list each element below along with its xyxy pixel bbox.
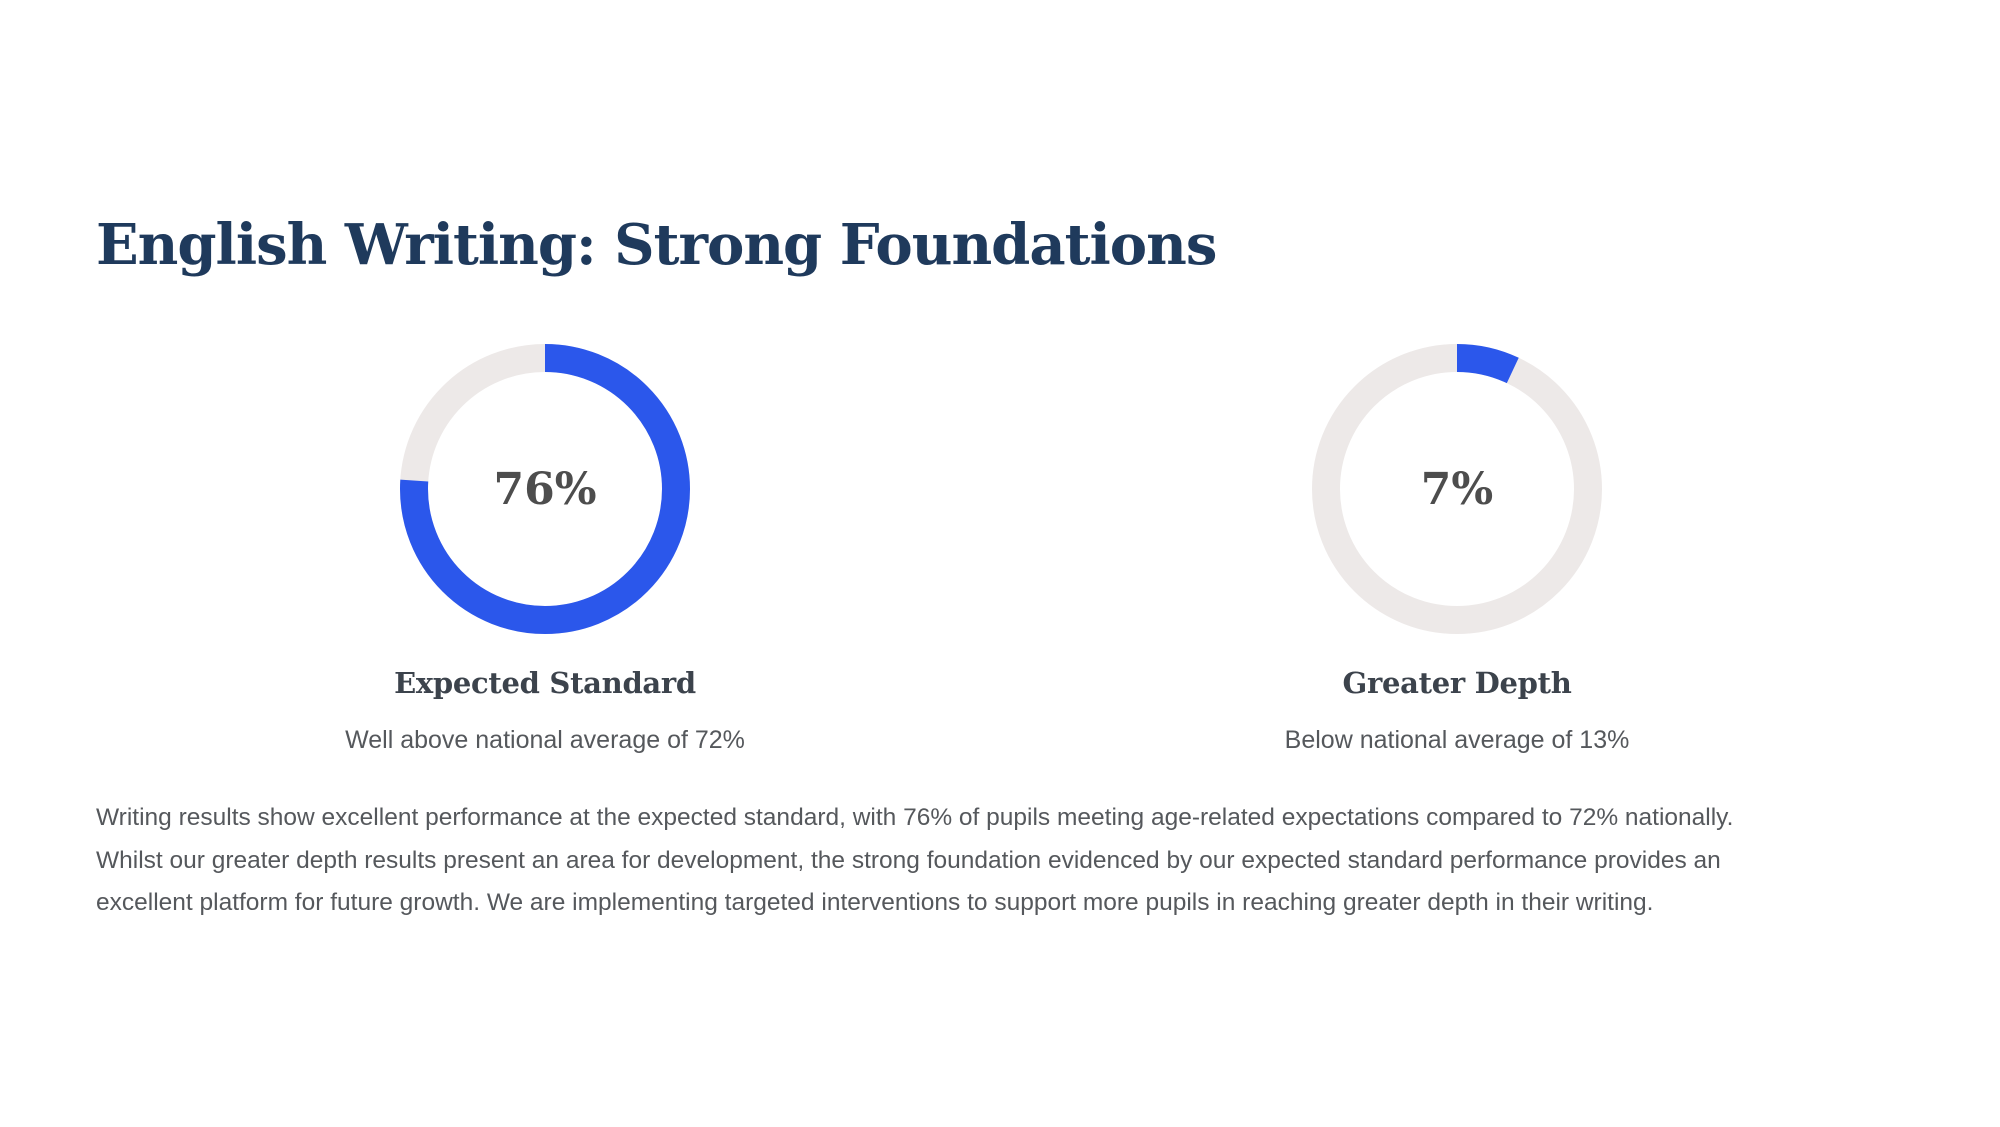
page-title: English Writing: Strong Foundations bbox=[96, 212, 1217, 278]
donut-chart-expected-standard: 76% bbox=[395, 339, 695, 639]
summary-line: excellent platform for future growth. We… bbox=[96, 889, 1654, 916]
chart-note-greater-depth: Below national average of 13% bbox=[1284, 726, 1630, 754]
donut-svg-expected-standard bbox=[400, 344, 690, 634]
donut-center-value: 7% bbox=[1420, 463, 1494, 515]
summary-paragraph: Writing results show excellent performan… bbox=[96, 797, 1896, 925]
chart-label-greater-depth: Greater Depth bbox=[1342, 666, 1572, 700]
donut-progress-arc bbox=[1312, 344, 1602, 634]
chart-label-expected-standard: Expected Standard bbox=[394, 666, 696, 700]
donut-svg-greater-depth bbox=[1312, 344, 1602, 634]
chart-note-expected-standard: Well above national average of 72% bbox=[345, 726, 745, 754]
donut-chart-greater-depth: 7% bbox=[1307, 339, 1607, 639]
donut-center-value: 76% bbox=[493, 463, 597, 515]
summary-line: Whilst our greater depth results present… bbox=[96, 846, 1721, 874]
donut-progress-arc bbox=[400, 344, 690, 634]
summary-line: Writing results show excellent performan… bbox=[96, 804, 1734, 831]
